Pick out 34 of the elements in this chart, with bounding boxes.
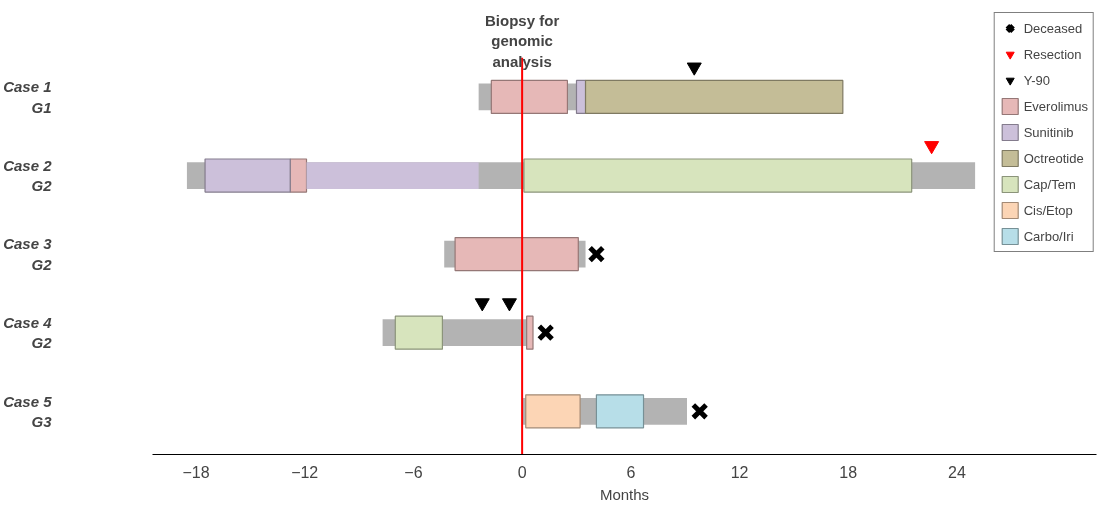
legend-label: Everolimus [1023,98,1088,114]
legend-label: Cap/Tem [1023,176,1076,192]
bar [525,394,581,429]
x-tick-label: 24 [948,463,966,481]
bar [526,315,534,350]
legend-label: Y-90 [1023,72,1050,88]
y-tick-label: Case 1 G1 [3,78,52,116]
y-tick-label: Case 3 G2 [3,235,53,273]
bar [204,158,291,193]
legend-label: Sunitinib [1023,124,1074,140]
legend-label: Octreotide [1023,150,1084,166]
x-tick-label: 6 [626,463,636,481]
bar [454,237,579,272]
bar [289,158,308,193]
bar [306,162,479,189]
x-tick-label: 12 [730,463,749,481]
bar [523,158,913,193]
x-tick-label: 18 [839,463,858,481]
x-tick-label: 0 [517,463,527,481]
bar [490,79,569,115]
legend-label: Cis/Etop [1023,202,1073,218]
legend-label: Resection [1023,46,1082,62]
y-tick-label: Case 4 G2 [3,313,53,352]
legend-label: Deceased [1023,20,1083,36]
x-tick-label: −6 [404,463,423,481]
bar [595,394,645,429]
legend-label: Carbo/Iri [1023,228,1074,244]
y-tick-label: Case 2 G2 [3,156,53,195]
x-tick-label: −12 [291,463,319,481]
bar [584,79,844,115]
x-tick-label: −18 [182,463,210,481]
x-axis-title: Months [599,485,650,503]
bar [394,315,443,350]
y-tick-label: Case 5 G3 [3,392,53,430]
